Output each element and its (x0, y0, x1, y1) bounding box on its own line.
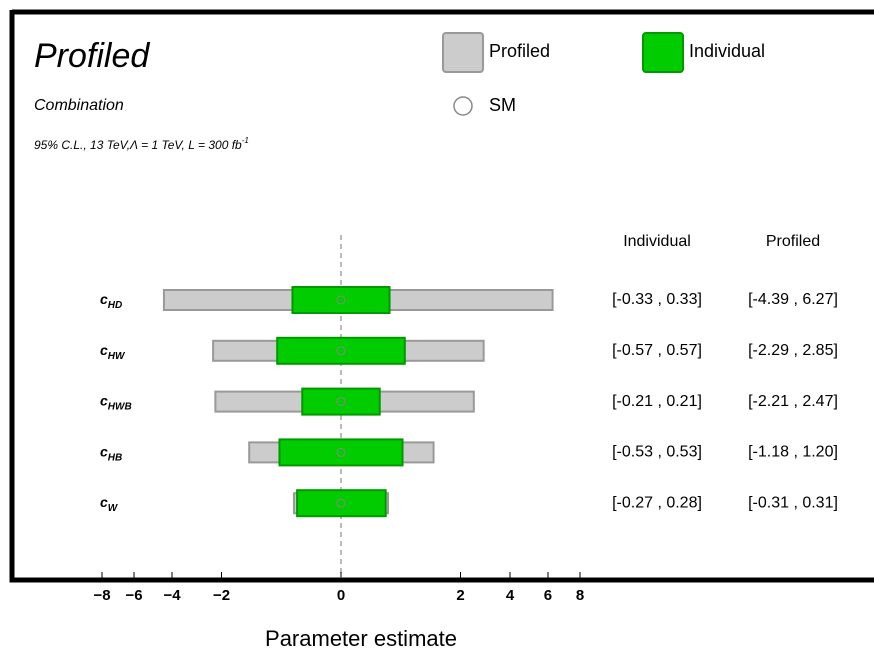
param-subscript: HD (108, 300, 122, 311)
interval-bar (301, 387, 381, 416)
y-tick-label: cW (100, 494, 119, 514)
legend-swatch (642, 32, 684, 73)
param-symbol: c (100, 443, 108, 459)
interval-label: [-0.21 , 0.21] (612, 393, 702, 410)
param-symbol: c (100, 392, 108, 408)
column-header: Profiled (766, 233, 820, 250)
sm-marker (336, 295, 346, 305)
y-tick-label: cHD (100, 291, 122, 311)
interval-label: [-0.53 , 0.53] (612, 444, 702, 461)
interval-label: [-0.27 , 0.28] (612, 494, 702, 511)
param-symbol: c (100, 494, 108, 510)
sm-marker (336, 498, 346, 508)
interval-label: [-2.21 , 2.47] (748, 393, 838, 410)
y-tick-label: cHWB (100, 392, 132, 412)
y-tick-label: cHB (100, 443, 122, 463)
x-tick-label: 6 (544, 587, 552, 604)
x-tick-label: 0 (337, 587, 345, 604)
interval-label: [-0.57 , 0.57] (612, 342, 702, 359)
legend-swatch (442, 32, 484, 73)
chart-title: Profiled (34, 37, 150, 75)
x-tick-label: 2 (456, 587, 464, 604)
x-tick-label: −6 (125, 587, 142, 604)
sm-marker (336, 346, 346, 356)
interval-label: [-2.29 , 2.85] (748, 342, 838, 359)
interval-bar (296, 489, 387, 518)
frame (9, 9, 874, 583)
interval-bar (276, 336, 406, 365)
param-subscript: HB (108, 452, 122, 463)
sm-marker (336, 397, 346, 407)
note-sup: -1 (242, 136, 249, 145)
y-tick-label: cHW (100, 342, 126, 362)
note: 95% C.L., 13 TeV,Λ = 1 TeV, L = 300 fb-1 (34, 136, 249, 152)
interval-label: [-0.33 , 0.33] (612, 291, 702, 308)
legend-label: SM (489, 95, 516, 115)
x-tick-label: 4 (506, 587, 515, 604)
param-symbol: c (100, 342, 108, 358)
x-axis-label: Parameter estimate (265, 626, 457, 651)
x-tick-label: −8 (93, 587, 110, 604)
interval-label: [-1.18 , 1.20] (748, 444, 838, 461)
x-tick-label: −4 (163, 587, 181, 604)
legend-label: Profiled (489, 41, 550, 61)
sm-marker (336, 447, 346, 457)
param-symbol: c (100, 291, 108, 307)
legend-marker (453, 96, 473, 116)
legend-label: Individual (689, 41, 765, 61)
x-tick-label: 8 (576, 587, 584, 604)
interval-bar (291, 286, 391, 314)
note-text: 95% C.L., 13 TeV,Λ = 1 TeV, L = 300 fb (34, 138, 242, 152)
param-subscript: HW (108, 350, 126, 361)
x-tick-label: −2 (213, 587, 230, 604)
interval-bar (278, 438, 404, 467)
column-header: Individual (623, 233, 691, 250)
param-subscript: HWB (108, 401, 132, 412)
subtitle: Combination (34, 97, 124, 114)
interval-label: [-4.39 , 6.27] (748, 291, 838, 308)
param-subscript: W (108, 503, 119, 514)
interval-label: [-0.31 , 0.31] (748, 494, 838, 511)
